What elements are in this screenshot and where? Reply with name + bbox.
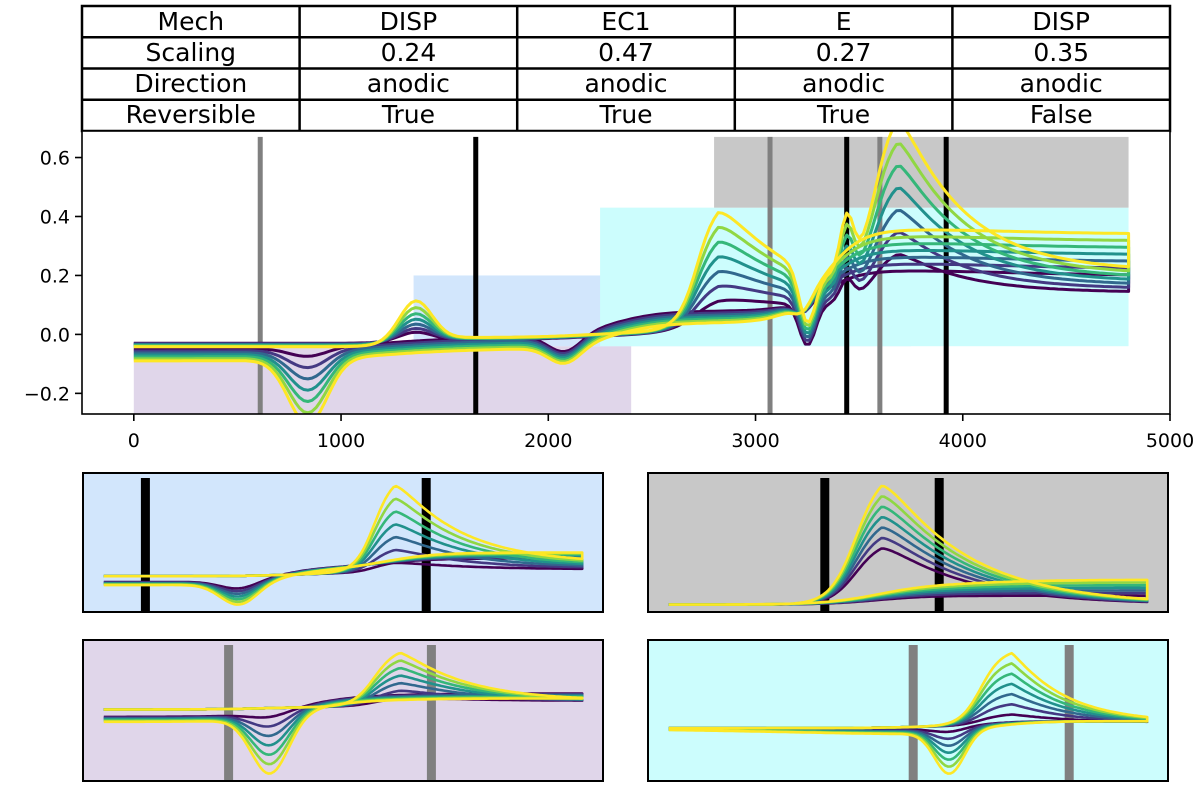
y-tick-label: 0.2: [40, 265, 70, 287]
table-cell: anodic: [367, 69, 450, 98]
table-cell: anodic: [1020, 69, 1103, 98]
x-tick-label: 1000: [317, 430, 365, 452]
table-cell: anodic: [584, 69, 667, 98]
x-tick-label: 0: [128, 430, 140, 452]
inset-frame: [647, 472, 1169, 613]
gray-marker: [877, 136, 883, 414]
inset-disp-gray: [647, 472, 1169, 613]
table-cell: 0.47: [598, 38, 654, 67]
inset-series-line: [668, 484, 1149, 606]
table-cell: 0.27: [816, 38, 872, 67]
inset-disp-purple: [82, 639, 604, 782]
table-cell: DISP: [380, 7, 438, 36]
inset-e: [647, 639, 1169, 782]
table-row-label: Reversible: [126, 100, 256, 129]
inset-background: [83, 473, 603, 612]
inset-frame: [82, 639, 604, 782]
black-marker: [473, 136, 479, 414]
y-tick-label: 0.6: [40, 148, 70, 170]
table-cell: True: [816, 100, 870, 129]
inset-frame: [647, 639, 1169, 782]
inset-marker: [820, 478, 830, 612]
inset-frame: [82, 472, 604, 613]
inset-marker: [908, 645, 918, 781]
inset-ec1: [82, 472, 604, 613]
axis-ticks: 0 1000 2000 3000 4000 5000 −0.2 0.0 0.2 0.4 0.6: [24, 148, 1194, 452]
series-line: [133, 131, 1131, 414]
table-cell: EC1: [601, 7, 650, 36]
table-cell: True: [381, 100, 435, 129]
inset-series-line: [103, 484, 584, 606]
plot-frame: [81, 130, 1171, 415]
table-row-label: Direction: [134, 69, 247, 98]
table-cell: 0.24: [381, 38, 437, 67]
inset-marker: [426, 645, 436, 781]
table-cell: False: [1030, 100, 1093, 129]
table-cell: DISP: [1032, 7, 1090, 36]
table-cell: 0.35: [1033, 38, 1089, 67]
inset-content: [103, 645, 584, 781]
y-tick-label: 0.0: [40, 324, 70, 346]
inset-content: [668, 645, 1149, 781]
table-row-label: Scaling: [146, 38, 237, 67]
inset-series-line: [103, 651, 584, 775]
inset-content: [103, 478, 584, 612]
y-tick-label: 0.4: [40, 206, 70, 228]
inset-marker: [224, 645, 234, 781]
inset-marker: [934, 478, 944, 612]
gray-marker: [257, 136, 263, 414]
inset-content: [668, 478, 1149, 612]
parameter-table: Mech DISP EC1 E DISP Scaling 0.24 0.47 0…: [80, 4, 1172, 133]
inset-series-line: [668, 651, 1149, 775]
voltammogram-curves: [133, 131, 1131, 414]
table-cell: True: [598, 100, 652, 129]
table-cell: E: [836, 7, 852, 36]
x-tick-label: 3000: [731, 430, 779, 452]
table-cell: anodic: [802, 69, 885, 98]
inset-marker: [140, 478, 150, 612]
x-tick-label: 4000: [939, 430, 987, 452]
y-tick-label: −0.2: [24, 383, 70, 405]
x-tick-label: 2000: [524, 430, 572, 452]
x-tick-label: 5000: [1146, 430, 1194, 452]
table-row-label: Mech: [158, 7, 225, 36]
black-marker: [943, 136, 949, 414]
main-plot: 0 1000 2000 3000 4000 5000 −0.2 0.0 0.2 0.4 0.6: [24, 130, 1194, 452]
